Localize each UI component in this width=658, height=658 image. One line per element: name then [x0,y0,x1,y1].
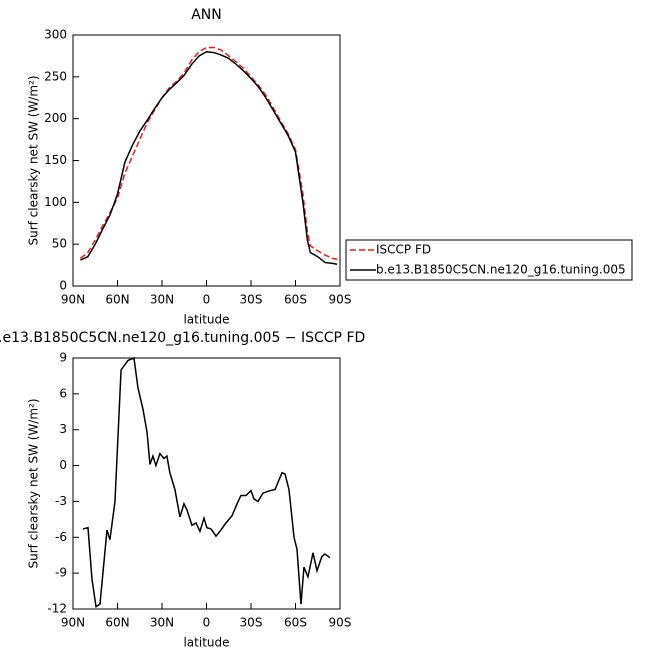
y-tick-label: -12 [47,602,67,616]
y-tick-label: 100 [44,195,67,209]
chart-title: .e13.B1850C5CN.ne120_g16.tuning.005 − IS… [0,330,365,346]
y-tick-label: 0 [59,458,67,472]
x-tick-label: 60N [105,616,129,630]
y-tick-label: -9 [55,566,67,580]
series-line [82,356,331,608]
x-tick-label: 30S [240,616,263,630]
y-tick-label: 150 [44,153,67,167]
x-tick-label: 90N [61,293,85,307]
y-tick-label: 200 [44,111,67,125]
legend-label: ISCCP FD [376,243,431,257]
x-tick-label: 30S [240,293,263,307]
y-tick-label: 6 [59,386,67,400]
chart-title: ANN [191,7,222,23]
series-line [79,46,338,260]
x-tick-label: 0 [203,616,211,630]
x-tick-label: 60N [105,293,129,307]
x-tick-label: 0 [203,293,211,307]
x-axis-label: latitude [183,313,229,327]
y-tick-label: 250 [44,69,67,83]
x-tick-label: 90N [61,616,85,630]
y-tick-label: -3 [55,494,67,508]
y-tick-label: 300 [44,28,67,42]
series-line [80,50,338,265]
y-axis-label: Surf clearsky net SW (W/m²) [27,75,41,245]
x-tick-label: 60S [284,616,307,630]
plot-frame [72,34,341,287]
x-tick-label: 90S [329,293,352,307]
y-tick-label: -6 [55,530,67,544]
y-axis-label: Surf clearsky net SW (W/m²) [27,398,41,568]
y-tick-label: 9 [59,351,67,365]
y-tick-label: 50 [52,237,67,251]
x-axis-label: latitude [183,636,229,650]
x-tick-label: 30N [150,616,174,630]
x-tick-label: 60S [284,293,307,307]
legend-box [345,239,633,281]
x-tick-label: 30N [150,293,174,307]
plot-frame [72,357,341,610]
y-tick-label: 0 [59,279,67,293]
legend-label: b.e13.B1850C5CN.ne120_g16.tuning.005 [376,263,626,277]
x-tick-label: 90S [329,616,352,630]
y-tick-label: 3 [59,422,67,436]
